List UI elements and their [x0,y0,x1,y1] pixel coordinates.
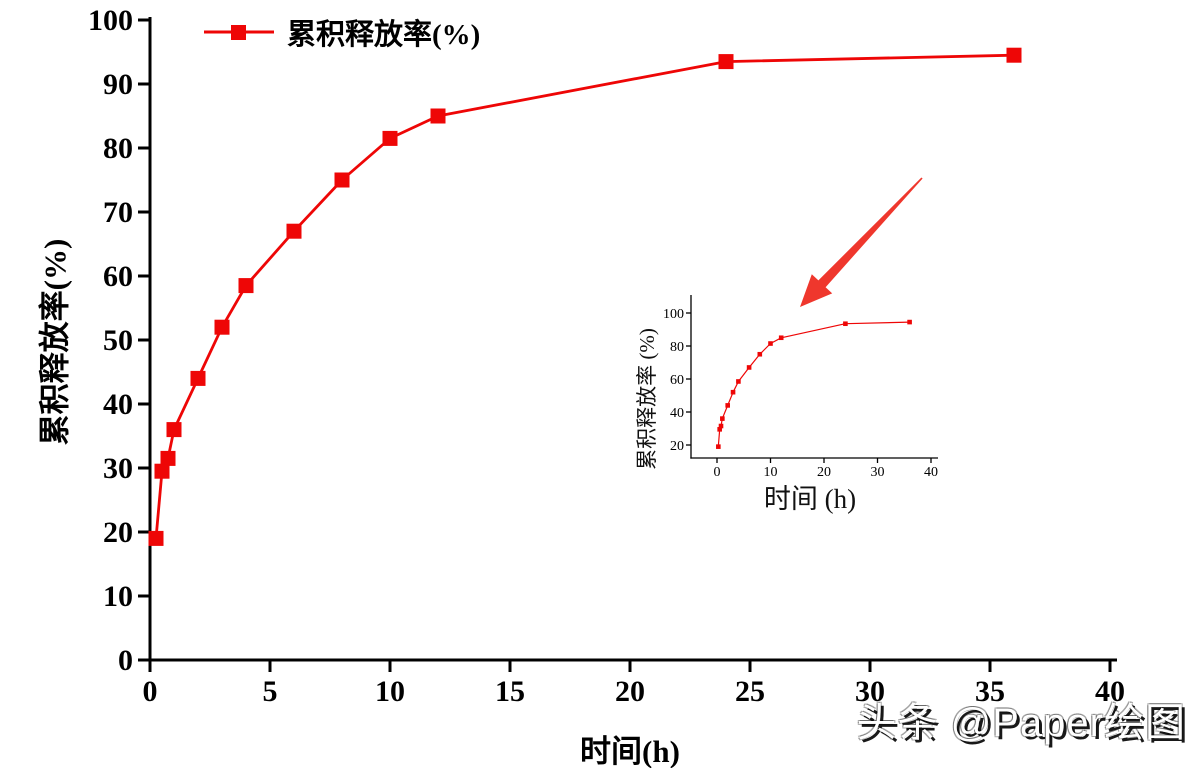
series-marker [430,108,446,124]
inset-chart: 0 10 20 30 40 20 40 60 80 100 [663,295,938,480]
x-tick-label: 25 [735,675,765,708]
x-tick-label: 15 [495,675,525,708]
y-tick-label: 60 [670,373,684,388]
y-tick-label: 70 [103,196,133,229]
y-tick-label: 60 [103,260,133,293]
series-marker [843,321,848,327]
x-tick-label: 0 [714,465,721,480]
series-marker [190,370,206,386]
y-tick-label: 100 [88,4,133,37]
series-marker [718,423,724,429]
x-tick-label: 40 [1095,675,1125,708]
x-tick-label: 30 [855,675,885,708]
series-marker [382,130,398,146]
annotation-arrow [800,177,923,307]
series-marker [238,278,254,294]
legend-label: 累积释放率(%) [287,19,481,51]
series-marker [768,341,773,346]
legend-key [204,25,274,40]
x-tick-label: 0 [143,675,158,708]
x-tick-label: 5 [263,675,278,708]
series-marker [214,319,230,335]
inset-y-axis-title: 累积释放率 (%) [635,328,659,470]
y-tick-label: 20 [670,439,684,454]
series-marker [718,54,734,70]
series-marker [717,427,722,432]
y-tick-label: 40 [670,406,684,421]
y-tick-label: 50 [103,324,133,357]
series-marker [746,365,752,370]
y-tick-label: 20 [103,516,133,549]
legend-square-marker-icon [231,25,246,40]
y-axis-title: 累积释放率(%) [37,238,73,446]
inset-x-axis-title: 时间 (h) [763,484,857,514]
series-marker [730,389,736,395]
series-marker [1006,47,1022,63]
x-tick-label: 10 [764,465,778,480]
legend: 累积释放率(%) [203,11,480,53]
x-axis-title: 时间(h) [580,734,680,768]
series-marker [166,422,182,438]
series-marker [907,319,912,325]
series-marker [720,416,725,421]
y-tick-label: 0 [118,644,133,677]
series-marker [154,463,170,479]
series-marker [334,172,350,188]
x-tick-label: 35 [975,675,1005,708]
x-tick-label: 10 [375,675,405,708]
series-marker [736,379,741,384]
x-tick-label: 40 [924,465,938,480]
series-marker [757,351,763,357]
y-tick-label: 100 [663,307,684,322]
series-marker [725,403,730,408]
y-tick-label: 10 [103,580,133,613]
x-tick-label: 20 [817,465,831,480]
y-tick-label: 30 [103,452,133,485]
series-marker [286,223,302,239]
y-tick-label: 80 [670,340,684,355]
series-marker [716,444,721,449]
series-marker [778,335,784,341]
x-tick-label: 20 [615,675,645,708]
series-line [717,321,910,447]
y-tick-label: 90 [103,68,133,101]
x-tick-label: 30 [871,465,885,480]
arrow-shape-icon [800,177,923,307]
y-tick-label: 40 [103,388,133,421]
y-tick-label: 80 [103,132,133,165]
series-marker [148,530,164,546]
watermark: 头条 @Paper绘图 [856,701,1186,745]
series-marker [160,450,176,466]
